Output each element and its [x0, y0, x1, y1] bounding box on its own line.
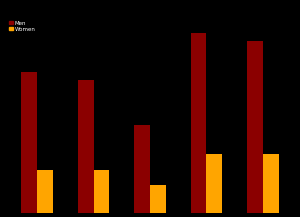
Bar	[78, 80, 94, 213]
Bar	[247, 41, 263, 213]
Bar	[263, 154, 279, 213]
Bar	[206, 154, 222, 213]
Legend: Men, Women: Men, Women	[9, 20, 36, 32]
Bar	[134, 125, 150, 213]
Bar	[37, 170, 53, 213]
Bar	[21, 72, 37, 213]
Bar	[94, 170, 109, 213]
Bar	[150, 185, 166, 213]
Bar	[191, 33, 206, 213]
